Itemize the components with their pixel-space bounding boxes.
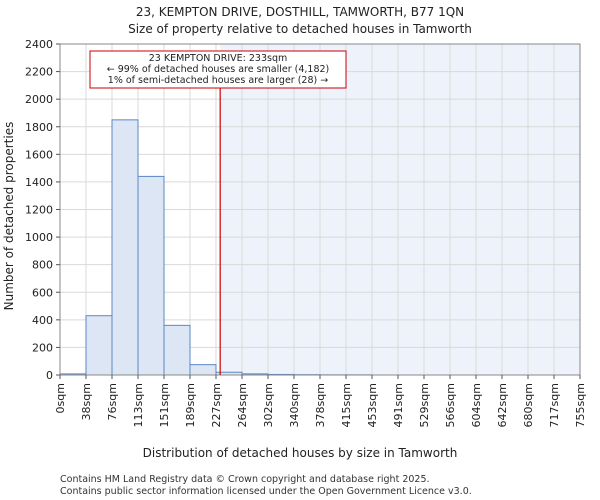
y-tick-label: 600 [32,286,53,299]
y-tick-label: 2200 [25,66,53,79]
footer-line-2: Contains public sector information licen… [60,486,472,497]
y-tick-label: 0 [46,369,53,382]
x-tick-label: 0sqm [54,383,67,413]
x-axis-title: Distribution of detached houses by size … [143,446,458,460]
annotation-frame [89,50,347,89]
x-tick-label: 566sqm [444,383,457,427]
y-tick-label: 1800 [25,121,53,134]
y-axis-title: Number of detached properties [2,122,16,311]
histogram-bar [85,315,113,376]
x-tick-label: 604sqm [470,383,483,427]
x-tick-label: 302sqm [262,383,275,427]
x-tick-label: 415sqm [340,383,353,427]
y-tick-label: 1200 [25,204,53,217]
annotation-line-1: 23 KEMPTON DRIVE: 233sqm [149,53,287,64]
footer-line-1: Contains HM Land Registry data © Crown c… [60,474,430,485]
y-tick-label: 1000 [25,231,53,244]
x-axis-ticks: 0sqm 38sqm 76sqm 113sqm 151sqm 189sqm 227sqm 26… [54,375,587,427]
y-tick-label: 2400 [25,38,53,51]
histogram-bar [137,175,165,376]
y-tick-label: 1400 [25,176,53,189]
histogram-bar [189,364,217,376]
bars-layer [59,119,373,376]
y-axis-ticks: 0 200 400 600 800 1000 1200 1400 1600 1800 2000 220… [25,38,60,382]
y-tick-label: 2000 [25,93,53,106]
histogram-bar [163,324,191,376]
x-tick-label: 717sqm [548,383,561,427]
x-tick-label: 340sqm [288,383,301,427]
y-tick-label: 400 [32,314,53,327]
x-tick-label: 189sqm [184,383,197,427]
x-tick-label: 529sqm [418,383,431,427]
x-tick-label: 38sqm [80,383,93,420]
annotation-box: 23 KEMPTON DRIVE: 233sqm ← 99% of detach… [89,50,347,89]
chart-subtitle: Size of property relative to detached ho… [128,22,472,36]
x-tick-label: 680sqm [522,383,535,427]
x-tick-label: 755sqm [574,383,587,427]
chart-title: 23, KEMPTON DRIVE, DOSTHILL, TAMWORTH, B… [136,5,464,19]
y-tick-label: 200 [32,341,53,354]
x-tick-label: 227sqm [210,383,223,427]
y-tick-label: 1600 [25,148,53,161]
x-tick-label: 642sqm [496,383,509,427]
annotation-line-2: ← 99% of detached houses are smaller (4,… [107,64,330,75]
x-tick-label: 113sqm [132,383,145,427]
x-tick-label: 378sqm [314,383,327,427]
x-tick-label: 264sqm [236,383,249,427]
histogram-bar [111,119,139,376]
x-tick-label: 453sqm [366,383,379,427]
x-tick-label: 491sqm [392,383,405,427]
x-tick-label: 76sqm [106,383,119,420]
y-tick-label: 800 [32,259,53,272]
x-tick-label: 151sqm [158,383,171,427]
annotation-line-3: 1% of semi-detached houses are larger (2… [108,75,328,86]
